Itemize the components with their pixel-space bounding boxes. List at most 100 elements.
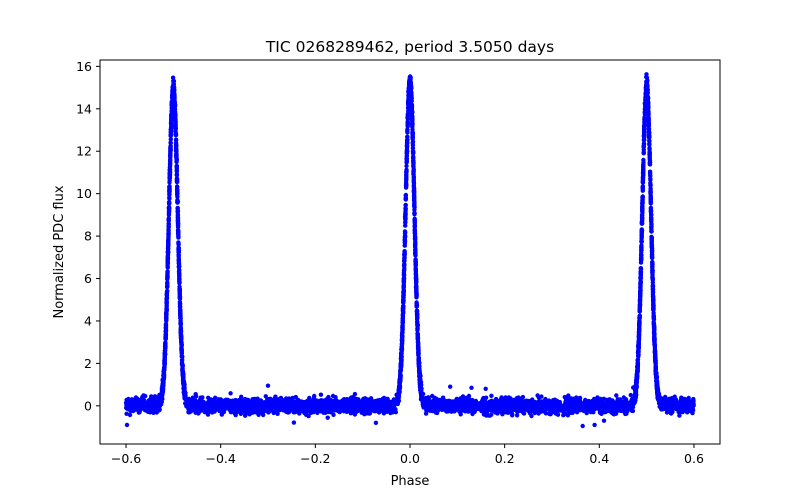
data-point [364, 406, 369, 411]
data-point [423, 411, 429, 416]
data-point [361, 408, 366, 413]
data-point [168, 147, 173, 152]
data-point [319, 398, 325, 403]
data-point [427, 403, 432, 409]
data-point [529, 413, 534, 419]
data-point [258, 398, 264, 403]
data-point [306, 413, 311, 419]
data-point [175, 192, 180, 197]
data-point [325, 415, 330, 420]
data-point [163, 333, 168, 338]
data-point [162, 359, 167, 364]
data-point [165, 265, 170, 270]
data-point [545, 401, 550, 407]
data-point [533, 402, 539, 408]
data-point [325, 409, 331, 415]
data-point [133, 396, 138, 402]
data-point [168, 140, 173, 145]
data-point [173, 131, 179, 136]
data-point [167, 192, 172, 197]
data-point [520, 409, 525, 415]
data-point [165, 288, 170, 294]
data-point [463, 405, 468, 410]
data-point [574, 410, 580, 415]
data-point [276, 397, 281, 402]
data-point [175, 200, 180, 205]
data-point [318, 392, 324, 397]
data-point [177, 278, 182, 284]
data-point [251, 405, 256, 410]
data-point [168, 137, 173, 142]
data-point [161, 367, 167, 372]
data-point [529, 398, 534, 403]
data-point [614, 393, 619, 398]
data-point [352, 412, 358, 417]
data-point [166, 205, 172, 210]
data-point [291, 420, 297, 425]
data-point [268, 396, 273, 401]
data-point [483, 395, 489, 400]
data-point [501, 400, 506, 406]
data-point [176, 241, 181, 246]
data-point [205, 412, 211, 417]
data-point [319, 407, 324, 413]
data-point [601, 396, 606, 401]
data-point [344, 397, 350, 402]
data-point [167, 188, 172, 194]
data-point [592, 401, 598, 406]
data-point [246, 402, 252, 407]
data-point [673, 404, 679, 409]
data-point [173, 124, 178, 129]
data-point [551, 408, 557, 413]
data-point [174, 148, 179, 154]
data-point [667, 409, 672, 414]
data-point [391, 397, 396, 402]
data-point [410, 145, 416, 151]
data-point [170, 84, 176, 89]
data-point [494, 403, 499, 408]
data-point [162, 352, 168, 357]
data-point [181, 380, 187, 385]
data-point [457, 406, 462, 412]
data-point [669, 396, 675, 401]
data-point [390, 401, 395, 406]
data-point [484, 410, 489, 415]
data-point [164, 313, 169, 318]
data-point [346, 405, 351, 411]
data-point [437, 397, 442, 403]
data-point [159, 394, 165, 399]
data-point [163, 344, 168, 349]
data-point [233, 398, 238, 403]
data-point [238, 397, 244, 402]
data-point [584, 405, 590, 410]
data-point [489, 412, 494, 417]
data-point [308, 399, 313, 404]
data-point [363, 399, 368, 404]
data-point [219, 412, 224, 417]
data-point [179, 354, 185, 359]
data-point [625, 406, 630, 411]
data-point [196, 400, 201, 405]
data-point [450, 403, 455, 409]
data-point [176, 229, 181, 234]
data-point [265, 408, 270, 414]
data-point [195, 405, 200, 410]
data-point [165, 257, 171, 262]
data-point [447, 408, 452, 413]
data-point [393, 410, 398, 415]
data-point [562, 405, 567, 410]
data-point [168, 155, 173, 160]
data-point [178, 335, 184, 340]
data-point [324, 400, 329, 405]
data-point [348, 399, 353, 404]
data-point [215, 402, 220, 407]
data-point [167, 178, 172, 183]
data-point [678, 402, 683, 408]
data-point [271, 410, 276, 416]
data-point [177, 287, 182, 292]
data-point [160, 388, 166, 394]
data-point [489, 393, 494, 398]
data-point [510, 413, 515, 418]
data-point [493, 409, 499, 414]
